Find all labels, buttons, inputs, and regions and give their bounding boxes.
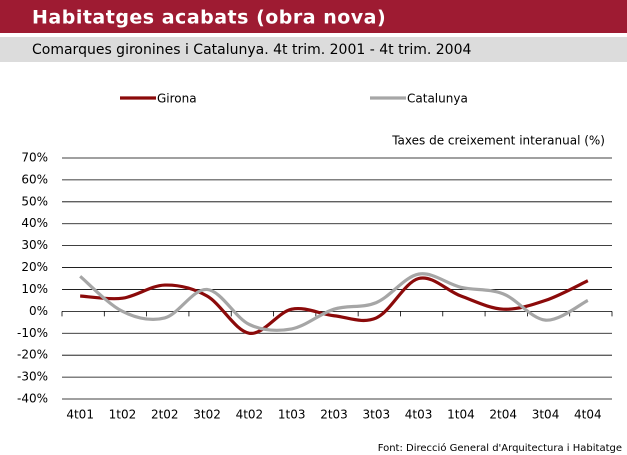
x-tick-label: 1t02 [109, 408, 137, 422]
y-tick-label: 10% [21, 282, 48, 296]
y-tick-label: 70% [21, 151, 48, 165]
y-tick-label: 20% [21, 260, 48, 274]
x-tick-label: 4t03 [405, 408, 433, 422]
x-tick-label: 2t03 [320, 408, 348, 422]
y-tick-label: 30% [21, 238, 48, 252]
legend-label: Catalunya [407, 92, 468, 106]
series-line [80, 276, 589, 335]
y-tick-label: 40% [21, 216, 48, 230]
chart-title: Habitatges acabats (obra nova) [32, 7, 386, 29]
x-tick-label: 4t04 [574, 408, 602, 422]
title-bar [0, 0, 627, 33]
x-tick-label: 1t04 [447, 408, 475, 422]
y-tick-label: 60% [21, 172, 48, 186]
legend-label: Girona [157, 92, 197, 106]
y-axis-label: Taxes de creixement interanual (%) [391, 134, 605, 148]
x-tick-label: 2t02 [151, 408, 179, 422]
y-tick-label: -40% [17, 392, 48, 406]
y-tick-label: 50% [21, 194, 48, 208]
x-tick-label: 1t03 [278, 408, 306, 422]
source: Font: Direcció General d'Arquitectura i … [378, 442, 622, 454]
subtitle-bar [0, 37, 627, 62]
x-tick-label: 3t03 [363, 408, 391, 422]
chart-subtitle: Comarques gironines i Catalunya. 4t trim… [32, 42, 471, 58]
y-tick-label: 0% [29, 304, 48, 318]
series-line [79, 272, 589, 332]
x-tick-label: 3t04 [532, 408, 560, 422]
x-tick-label: 4t02 [236, 408, 264, 422]
x-tick-label: 2t04 [489, 408, 517, 422]
y-tick-label: -20% [17, 348, 48, 362]
x-tick-label: 3t02 [193, 408, 221, 422]
y-tick-label: -10% [17, 326, 48, 340]
y-tick-label: -30% [17, 370, 48, 384]
x-tick-label: 4t01 [66, 408, 94, 422]
